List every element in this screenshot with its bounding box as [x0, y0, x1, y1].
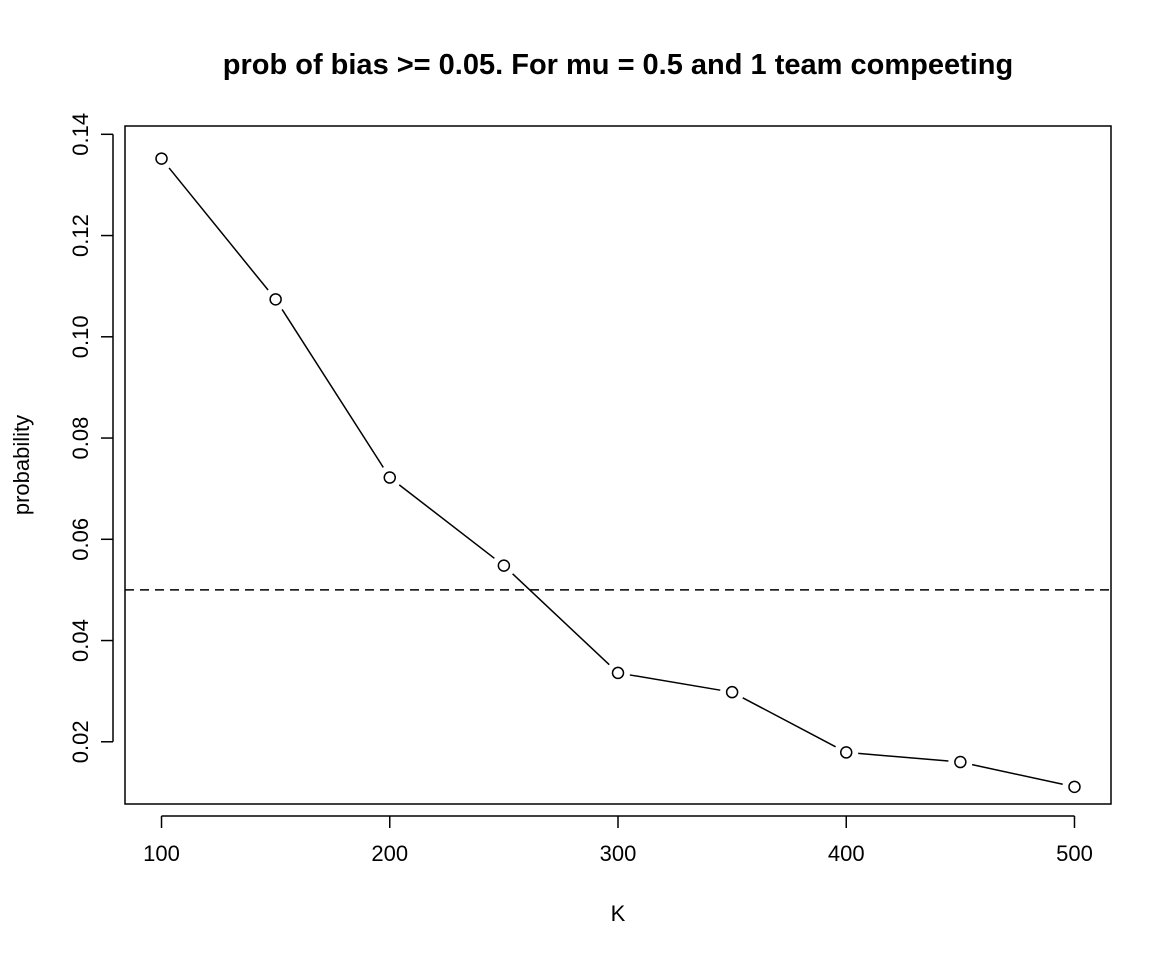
series-segment [398, 484, 495, 559]
plot-frame [124, 125, 1112, 805]
data-point [497, 559, 511, 572]
x-axis-label: K [611, 901, 626, 926]
data-point [839, 746, 853, 759]
data-point [611, 666, 625, 680]
data-point [155, 152, 168, 165]
x-tick-label: 200 [371, 841, 408, 866]
series-segment [858, 752, 949, 762]
x-tick-label: 500 [1056, 841, 1093, 866]
series-segment [629, 674, 721, 691]
y-tick-label: 0.04 [68, 619, 93, 662]
series-segment [512, 573, 610, 666]
y-tick-label: 0.08 [68, 417, 93, 460]
chart-title: prob of bias >= 0.05. For mu = 0.5 and 1… [223, 49, 1013, 81]
series-layer [155, 152, 1081, 794]
data-point [1068, 780, 1081, 794]
data-point [954, 755, 967, 769]
data-point [383, 471, 397, 484]
data-point [725, 685, 739, 699]
data-point [269, 293, 282, 306]
series-segment [168, 167, 269, 291]
y-tick-label: 0.14 [68, 113, 93, 156]
series-segment [281, 309, 384, 468]
x-tick-label: 400 [828, 841, 865, 866]
y-axis-label: probability [9, 415, 34, 515]
series-segment [742, 697, 836, 748]
y-tick-label: 0.12 [68, 214, 93, 257]
y-tick-label: 0.06 [68, 518, 93, 561]
y-axis: 0.02 0.04 0.06 0.08 0.10 0.12 0.14 [68, 113, 114, 763]
series-segment [971, 763, 1063, 786]
x-axis: 100 200 300 400 500 [143, 815, 1093, 866]
x-tick-label: 100 [143, 841, 180, 866]
y-tick-label: 0.10 [68, 315, 93, 358]
y-tick-label: 0.02 [68, 720, 93, 763]
x-tick-label: 300 [600, 841, 637, 866]
